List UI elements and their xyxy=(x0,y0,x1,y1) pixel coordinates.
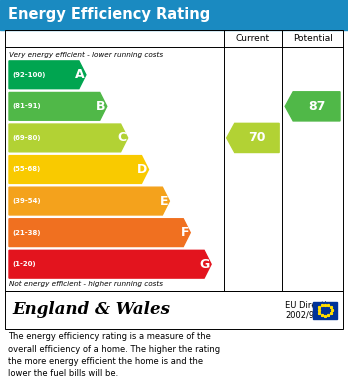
Text: 2002/91/EC: 2002/91/EC xyxy=(285,310,333,319)
Text: (1-20): (1-20) xyxy=(12,261,35,267)
Polygon shape xyxy=(9,250,211,278)
Text: Very energy efficient - lower running costs: Very energy efficient - lower running co… xyxy=(9,52,163,58)
Text: Potential: Potential xyxy=(293,34,333,43)
Text: (81-91): (81-91) xyxy=(12,103,41,109)
Text: 70: 70 xyxy=(248,131,266,144)
Polygon shape xyxy=(9,187,169,215)
Polygon shape xyxy=(285,92,340,121)
Text: The energy efficiency rating is a measure of the
overall efficiency of a home. T: The energy efficiency rating is a measur… xyxy=(8,332,220,378)
Text: (69-80): (69-80) xyxy=(12,135,40,141)
Text: A: A xyxy=(75,68,85,81)
Polygon shape xyxy=(227,123,279,152)
Polygon shape xyxy=(9,61,86,89)
Bar xyxy=(5,291,343,329)
Polygon shape xyxy=(9,92,107,120)
Bar xyxy=(313,301,337,319)
Text: Not energy efficient - higher running costs: Not energy efficient - higher running co… xyxy=(9,281,163,287)
Polygon shape xyxy=(9,156,149,183)
Bar xyxy=(0,0,348,30)
Text: England & Wales: England & Wales xyxy=(12,301,170,319)
Text: EU Directive: EU Directive xyxy=(285,301,337,310)
Text: (21-38): (21-38) xyxy=(12,230,40,236)
Polygon shape xyxy=(9,124,128,152)
Text: F: F xyxy=(181,226,189,239)
Text: (39-54): (39-54) xyxy=(12,198,41,204)
Text: C: C xyxy=(118,131,127,144)
Text: (92-100): (92-100) xyxy=(12,72,45,78)
Bar xyxy=(5,30,343,291)
Text: (55-68): (55-68) xyxy=(12,167,40,172)
Text: B: B xyxy=(96,100,106,113)
Text: G: G xyxy=(200,258,210,271)
Text: Current: Current xyxy=(236,34,270,43)
Text: E: E xyxy=(160,195,168,208)
Polygon shape xyxy=(9,219,190,247)
Text: 87: 87 xyxy=(308,100,325,113)
Text: D: D xyxy=(137,163,148,176)
Text: Energy Efficiency Rating: Energy Efficiency Rating xyxy=(8,7,210,23)
